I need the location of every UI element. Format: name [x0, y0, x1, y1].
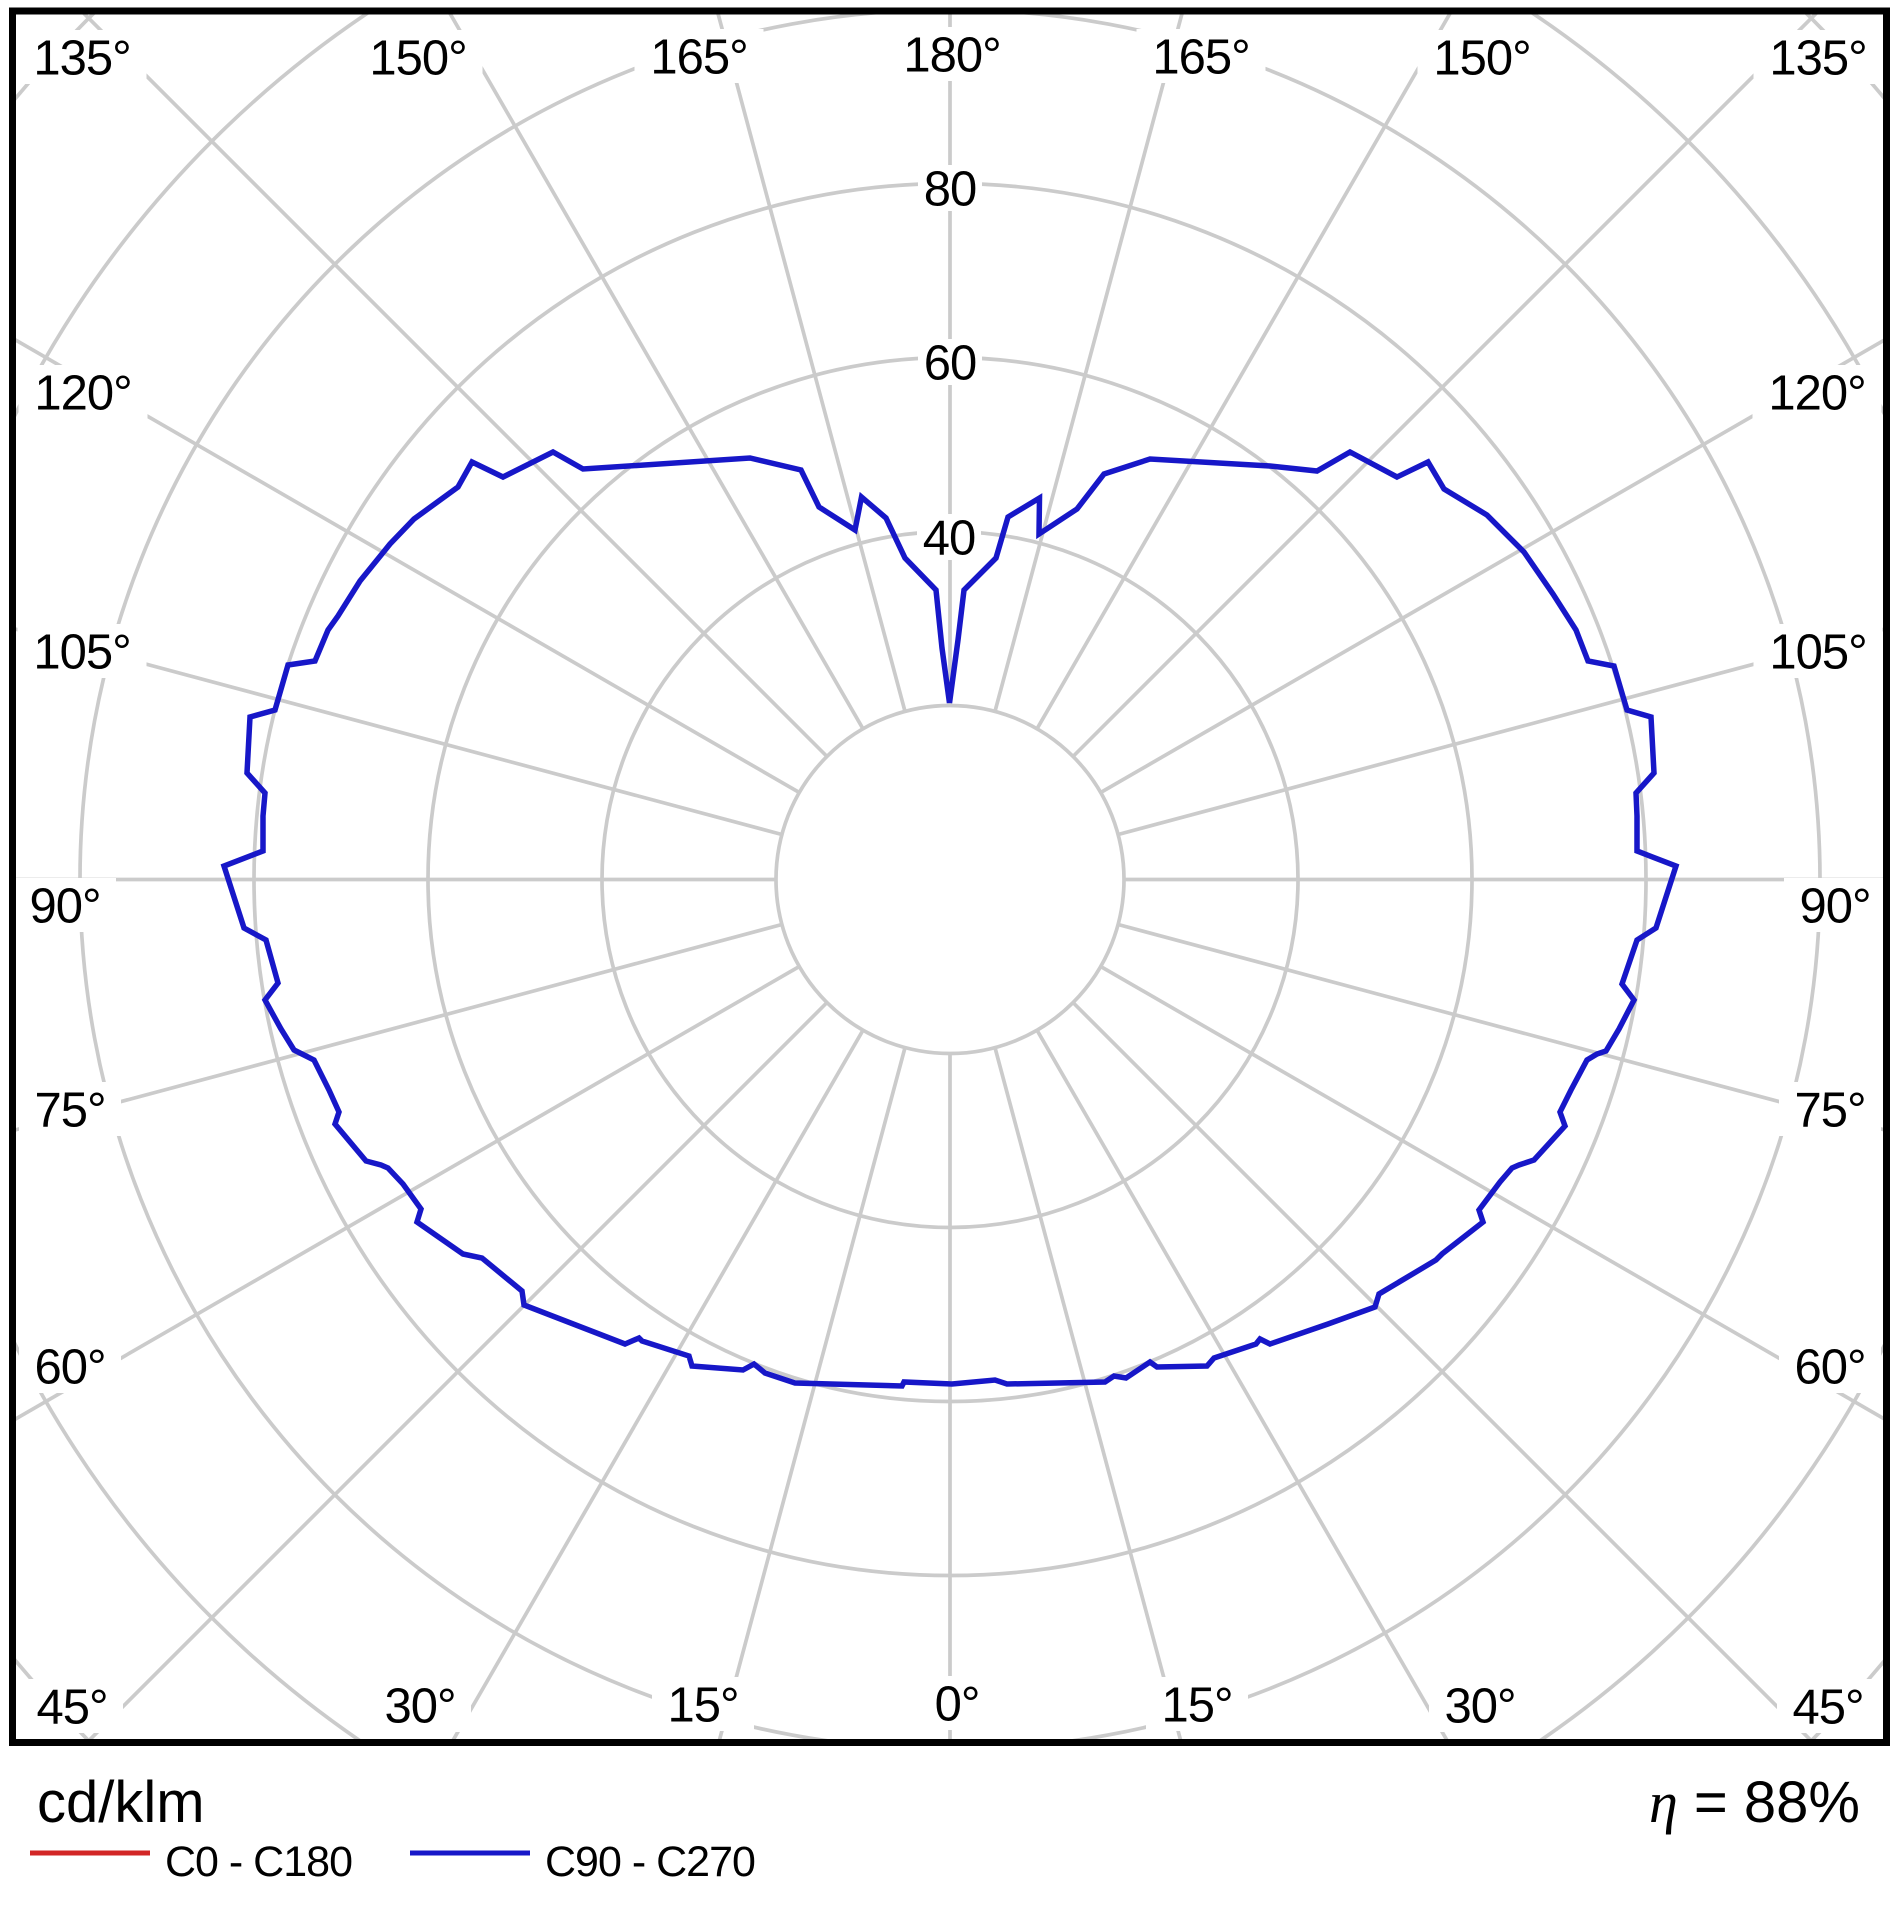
svg-text:180°: 180°	[903, 29, 1000, 83]
svg-text:30°: 30°	[384, 1680, 455, 1734]
svg-text:η = 88%: η = 88%	[1649, 1770, 1860, 1835]
svg-text:75°: 75°	[1794, 1084, 1865, 1138]
svg-text:150°: 150°	[1433, 32, 1530, 86]
svg-text:cd/klm: cd/klm	[37, 1770, 205, 1835]
svg-text:40: 40	[923, 512, 976, 566]
svg-text:120°: 120°	[34, 367, 131, 421]
svg-text:135°: 135°	[1769, 32, 1866, 86]
svg-text:60°: 60°	[34, 1341, 105, 1395]
svg-text:165°: 165°	[1152, 31, 1249, 85]
svg-text:15°: 15°	[667, 1679, 738, 1733]
svg-text:105°: 105°	[33, 626, 130, 680]
svg-text:90°: 90°	[1799, 880, 1870, 934]
svg-text:0°: 0°	[935, 1678, 980, 1732]
svg-text:120°: 120°	[1768, 367, 1865, 421]
svg-text:90°: 90°	[29, 880, 100, 934]
svg-text:165°: 165°	[650, 31, 747, 85]
svg-text:105°: 105°	[1769, 626, 1866, 680]
svg-text:75°: 75°	[34, 1084, 105, 1138]
svg-text:15°: 15°	[1161, 1679, 1232, 1733]
svg-text:135°: 135°	[33, 32, 130, 86]
svg-text:60°: 60°	[1794, 1341, 1865, 1395]
svg-text:C0 - C180: C0 - C180	[165, 1838, 352, 1886]
svg-text:45°: 45°	[1792, 1681, 1863, 1735]
svg-text:30°: 30°	[1444, 1680, 1515, 1734]
svg-text:80: 80	[924, 163, 977, 217]
svg-text:60: 60	[924, 337, 977, 391]
svg-text:C90 - C270: C90 - C270	[545, 1838, 755, 1886]
svg-text:45°: 45°	[36, 1681, 107, 1735]
svg-text:150°: 150°	[369, 32, 466, 86]
